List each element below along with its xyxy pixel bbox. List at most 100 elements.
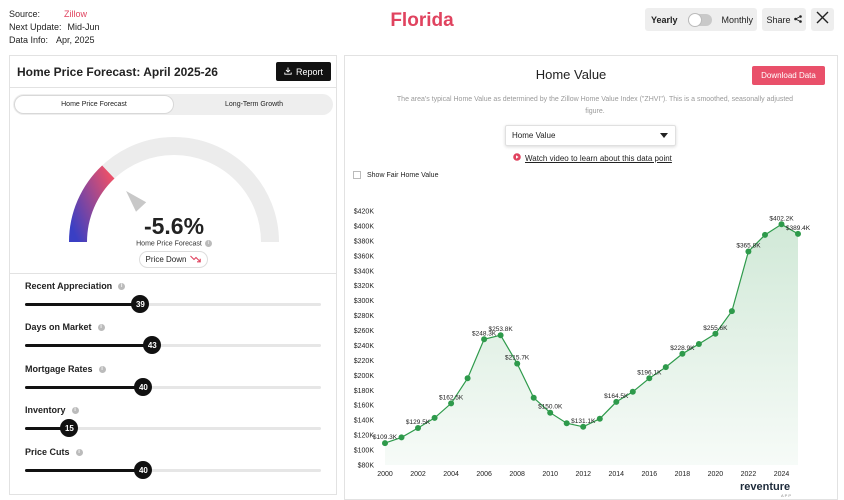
factor-slider-label: Recent Appreciation i (25, 281, 321, 291)
info-icon[interactable]: i (118, 282, 126, 290)
forecast-heading: Home Price Forecast: April 2025-26 (17, 64, 218, 79)
next-update-value: Mid-Jun (67, 22, 100, 32)
x-tick-label: 2008 (509, 471, 525, 478)
data-point (382, 440, 388, 447)
data-point (580, 423, 587, 430)
chart-description: The area's typical Home Value as determi… (396, 96, 794, 115)
slider-fill (25, 469, 144, 472)
fair-value-toggle[interactable]: Show Fair Home Value (353, 171, 438, 179)
data-point (563, 420, 570, 427)
data-point (662, 364, 669, 371)
data-point (762, 231, 768, 238)
share-icon (793, 14, 802, 25)
y-tick-label: $180K (354, 388, 375, 395)
home-value-panel: Home Value Download Data The area's typi… (344, 55, 838, 500)
play-icon (513, 153, 521, 163)
x-tick-label: 2020 (708, 471, 724, 478)
data-point (398, 434, 405, 441)
info-icon[interactable]: i (71, 406, 79, 414)
forecast-panel: Home Price Forecast: April 2025-26 Repor… (9, 55, 337, 495)
info-icon[interactable]: i (97, 323, 105, 331)
data-point (547, 409, 554, 416)
info-icon[interactable]: i (204, 240, 212, 247)
next-update-label: Next Update: (9, 22, 62, 32)
x-tick-label: 2012 (575, 471, 591, 478)
slider-thumb[interactable]: 40 (134, 461, 153, 479)
data-point (646, 375, 653, 382)
close-button[interactable] (811, 8, 834, 31)
source-link[interactable]: Zillow (64, 9, 88, 19)
forecast-subtitle: Home Price Forecast i (10, 240, 338, 247)
metric-select[interactable]: Home Value (505, 125, 676, 146)
reventure-logo: reventure (740, 481, 791, 493)
panel-divider (10, 273, 336, 274)
reventure-logo-sub: APP (781, 493, 793, 498)
monthly-label[interactable]: Monthly (721, 14, 754, 25)
tab-long-term-growth[interactable]: Long-Term Growth (225, 101, 283, 108)
share-button[interactable]: Share (762, 8, 806, 31)
factor-slider: Price Cuts i 40 (25, 447, 321, 479)
y-tick-label: $220K (354, 358, 375, 365)
slider-track[interactable]: 43 (25, 336, 321, 354)
yearly-label[interactable]: Yearly (651, 14, 678, 25)
slider-track[interactable]: 40 (25, 378, 321, 396)
switch-knob (687, 12, 702, 27)
period-switch[interactable] (687, 12, 712, 27)
data-label: $215.7K (505, 355, 530, 362)
slider-fill (25, 303, 141, 306)
data-point (778, 221, 785, 228)
y-tick-label: $160K (354, 403, 375, 410)
slider-thumb[interactable]: 43 (143, 336, 162, 354)
data-label: $389.4K (786, 225, 811, 232)
data-label: $365.8K (736, 242, 761, 249)
slider-fill (25, 427, 70, 430)
data-label: $162.5K (439, 394, 464, 401)
y-tick-label: $340K (354, 268, 375, 275)
data-point (497, 332, 504, 339)
slider-thumb[interactable]: 39 (131, 295, 150, 313)
y-tick-label: $240K (354, 343, 375, 350)
report-button[interactable]: Report (276, 62, 331, 81)
fair-value-label: Show Fair Home Value (367, 171, 439, 179)
x-tick-label: 2006 (476, 471, 492, 478)
data-point (695, 341, 702, 347)
x-tick-label: 2018 (675, 471, 691, 478)
factor-slider: Inventory i 15 (25, 405, 321, 437)
info-icon[interactable]: i (75, 448, 83, 456)
y-tick-label: $420K (354, 209, 375, 216)
info-icon[interactable]: i (98, 365, 106, 373)
chart-heading: Home Value (535, 67, 607, 82)
download-data-button[interactable]: Download Data (752, 66, 825, 85)
trend-down-icon (190, 255, 202, 265)
y-tick-label: $120K (354, 433, 375, 440)
metric-select-value: Home Value (512, 131, 556, 140)
slider-thumb[interactable]: 15 (60, 419, 79, 437)
gauge-fill (69, 165, 115, 243)
fair-value-checkbox[interactable] (353, 171, 361, 179)
slider-track[interactable]: 40 (25, 461, 321, 479)
data-point (679, 350, 686, 357)
forecast-gauge (69, 137, 279, 243)
slider-thumb[interactable]: 40 (134, 378, 153, 396)
y-tick-label: $280K (354, 313, 375, 320)
data-info-block: Source: Zillow Next Update: Mid-Jun Data I… (9, 8, 100, 47)
y-tick-label: $320K (354, 283, 375, 290)
x-tick-label: 2002 (410, 471, 426, 478)
slider-track[interactable]: 15 (25, 419, 321, 437)
slider-track[interactable]: 39 (25, 295, 321, 313)
y-tick-label: $100K (354, 448, 375, 455)
data-label: $248.3K (472, 330, 497, 337)
slider-fill (25, 344, 153, 347)
source-label: Source: (9, 9, 41, 19)
download-icon (284, 67, 292, 77)
data-point (481, 336, 488, 343)
y-tick-label: $200K (354, 373, 375, 380)
chevron-down-icon (660, 133, 668, 138)
data-label: $255.6K (703, 325, 728, 332)
data-point (795, 230, 801, 237)
watch-video-link[interactable]: Watch video to learn about this data poi… (513, 153, 672, 163)
data-label: $402.2K (769, 215, 794, 222)
factor-slider: Days on Market i 43 (25, 322, 321, 354)
tab-home-price-forecast[interactable]: Home Price Forecast (14, 95, 174, 114)
y-tick-label: $140K (354, 418, 375, 425)
